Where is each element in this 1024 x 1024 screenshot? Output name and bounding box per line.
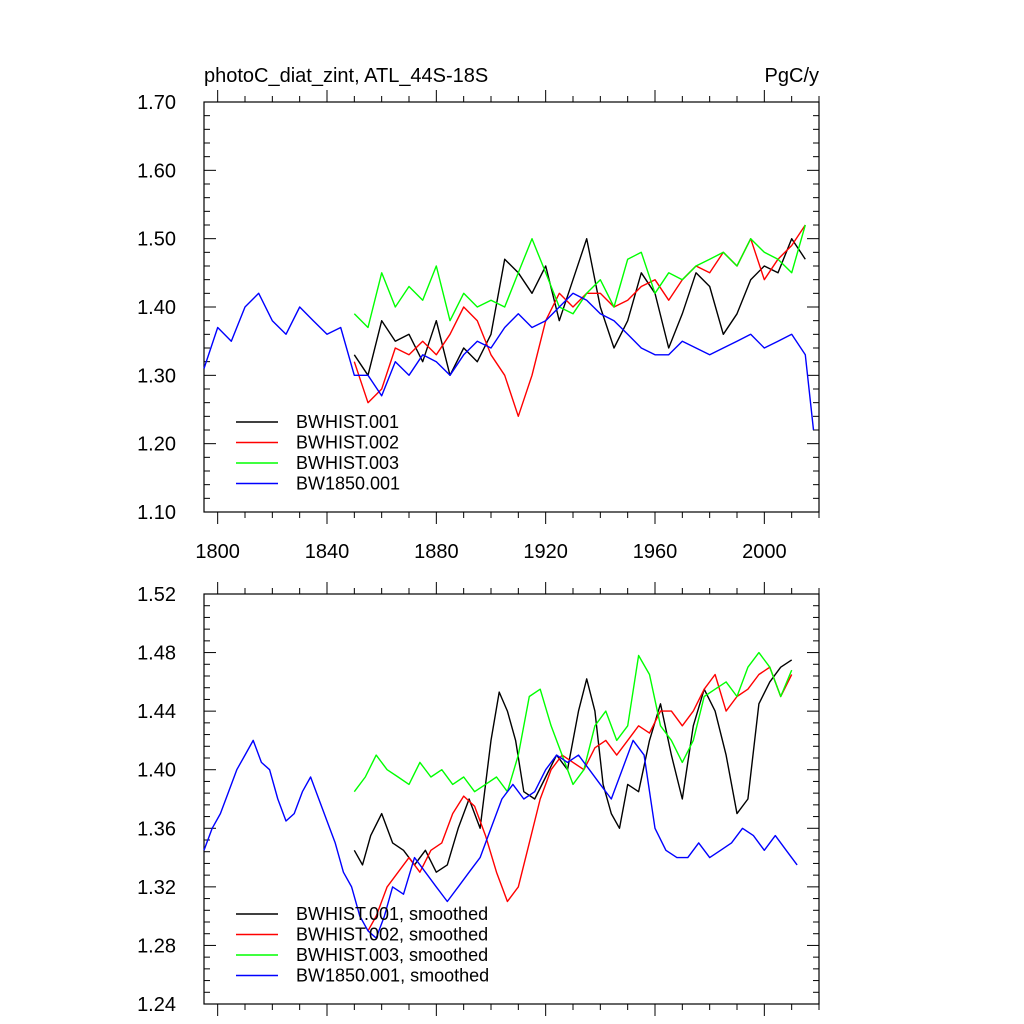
y-tick-label: 1.24	[137, 994, 176, 1016]
y-tick-label: 1.20	[137, 434, 176, 456]
bottom-chart-panel: 1.24 1.28 1.32 1.36 1.40 1.44 1.48 1.52 BWHIST.…	[137, 582, 820, 1016]
x-tick-label: 1800	[195, 541, 240, 563]
series-line	[353, 224, 806, 417]
legend-label: BWHIST.001, smoothed	[296, 904, 488, 924]
top-chart-title: photoC_diat_zint, ATL_44S-18S	[204, 65, 488, 87]
series-line	[353, 237, 806, 376]
y-tick-label: 1.30	[137, 365, 176, 387]
legend-label: BWHIST.001	[296, 412, 399, 432]
top-axis-ticks: 1.10 1.20 1.30 1.40 1.50 1.60 1.70 1800 1840 1880…	[137, 90, 820, 563]
legend-label: BWHIST.003	[296, 453, 399, 473]
x-tick-label: 1880	[414, 541, 459, 563]
series-line	[353, 659, 793, 873]
x-tick-label: 1840	[305, 541, 350, 563]
x-tick-label: 1960	[633, 541, 678, 563]
series-line	[353, 224, 806, 329]
legend-label: BWHIST.003, smoothed	[296, 945, 488, 965]
x-tick-label: 1920	[523, 541, 568, 563]
top-series-lines	[203, 224, 815, 431]
bottom-axis-ticks: 1.24 1.28 1.32 1.36 1.40 1.44 1.48 1.52	[137, 582, 820, 1016]
legend-label: BWHIST.002	[296, 433, 399, 453]
y-tick-label: 1.40	[137, 297, 176, 319]
y-tick-label: 1.36	[137, 818, 176, 840]
series-line	[367, 666, 793, 932]
top-chart-units: PgC/y	[765, 65, 819, 87]
x-tick-label: 2000	[742, 541, 787, 563]
y-tick-label: 1.70	[137, 92, 176, 114]
top-chart-panel: photoC_diat_zint, ATL_44S-18S PgC/y 1.10…	[137, 65, 820, 563]
legend-label: BW1850.001	[296, 474, 400, 494]
y-tick-label: 1.28	[137, 935, 176, 957]
y-tick-label: 1.32	[137, 877, 176, 899]
y-tick-label: 1.50	[137, 229, 176, 251]
series-line	[203, 292, 815, 431]
legend-label: BWHIST.002, smoothed	[296, 925, 488, 945]
y-tick-label: 1.10	[137, 502, 176, 524]
bottom-plot-frame	[203, 593, 820, 1005]
y-tick-label: 1.48	[137, 643, 176, 665]
y-tick-label: 1.60	[137, 160, 176, 182]
series-line	[203, 739, 798, 939]
y-tick-label: 1.40	[137, 760, 176, 782]
y-tick-label: 1.44	[137, 701, 176, 723]
y-tick-label: 1.52	[137, 584, 176, 606]
bottom-series-lines	[203, 651, 798, 939]
series-line	[353, 651, 793, 793]
legend-label: BW1850.001, smoothed	[296, 966, 489, 986]
